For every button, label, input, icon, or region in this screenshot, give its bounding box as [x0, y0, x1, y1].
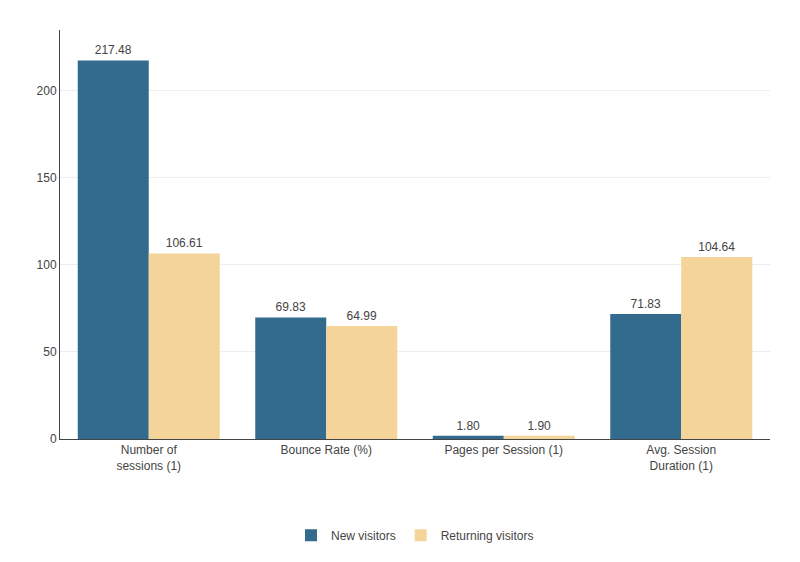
svg-text:200: 200	[37, 84, 57, 98]
svg-text:New visitors: New visitors	[331, 529, 396, 543]
svg-text:71.83: 71.83	[631, 297, 661, 311]
svg-text:50: 50	[43, 345, 57, 359]
svg-text:Avg. SessionDuration (1): Avg. SessionDuration (1)	[646, 443, 716, 473]
svg-text:69.83: 69.83	[276, 300, 306, 314]
svg-text:1.80: 1.80	[456, 419, 480, 433]
svg-text:100: 100	[37, 258, 57, 272]
svg-text:106.61: 106.61	[166, 236, 203, 250]
svg-text:0: 0	[50, 432, 57, 446]
svg-text:104.64: 104.64	[698, 240, 735, 254]
svg-text:Returning visitors: Returning visitors	[441, 529, 534, 543]
svg-text:Number ofsessions (1): Number ofsessions (1)	[116, 443, 181, 473]
svg-text:217.48: 217.48	[95, 43, 132, 57]
svg-text:Pages per Session (1): Pages per Session (1)	[444, 443, 563, 457]
svg-text:1.90: 1.90	[527, 419, 551, 433]
svg-text:Bounce Rate (%): Bounce Rate (%)	[281, 443, 372, 457]
svg-text:150: 150	[37, 171, 57, 185]
svg-text:64.99: 64.99	[347, 309, 377, 323]
